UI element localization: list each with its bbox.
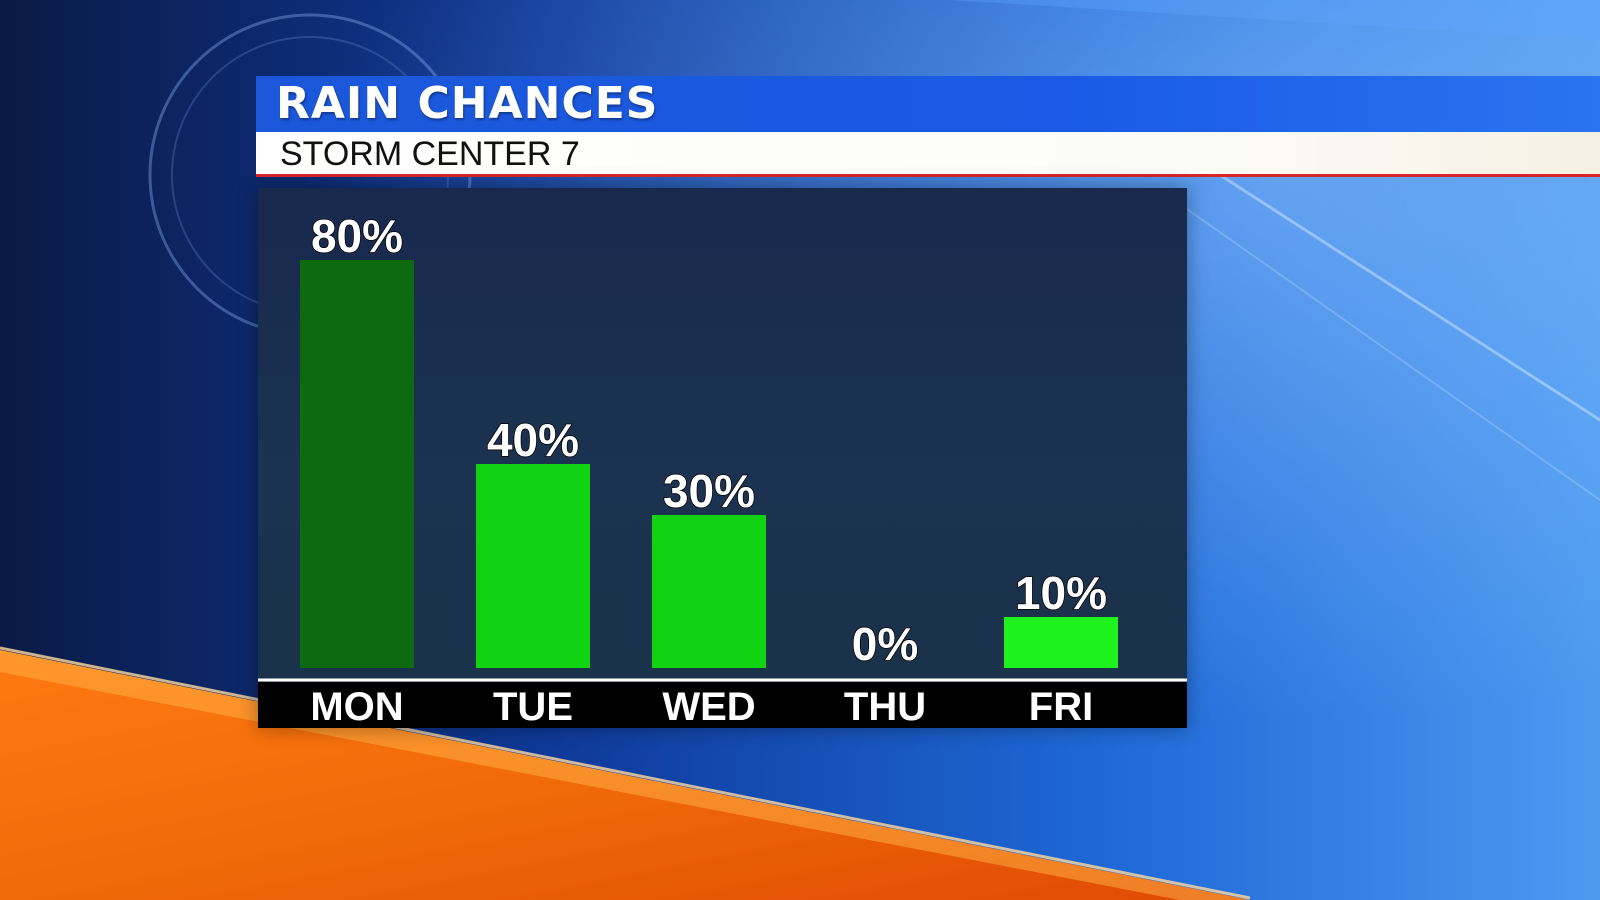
bar-value-label-tue: 40% [487,414,579,466]
chart-title: RAIN CHANCES [276,78,659,129]
bar-value-label-mon: 80% [311,210,403,262]
station-name: STORM CENTER 7 [280,135,580,173]
bar-value-label-wed: 30% [663,465,755,517]
day-label-fri: FRI [1029,685,1093,728]
bar-mon [300,260,414,668]
day-label-mon: MON [310,685,403,728]
day-label-wed: WED [662,685,755,728]
chart-panel: 80% MON 40% TUE 30% WED 0% THU 10% FRI [258,188,1187,728]
day-label-tue: TUE [493,685,573,728]
title-bar: RAIN CHANCES [256,76,1600,132]
day-label-thu: THU [844,685,926,728]
bar-value-label-fri: 10% [1015,567,1107,619]
bar-fri [1004,617,1118,668]
bar-chart: 80% MON 40% TUE 30% WED 0% THU 10% FRI [258,209,1187,728]
bar-value-label-thu: 0% [852,618,918,670]
bar-tue [476,464,590,668]
bar-wed [652,515,766,668]
subtitle-bar: STORM CENTER 7 [256,132,1600,177]
x-axis-label-strip [258,682,1187,728]
